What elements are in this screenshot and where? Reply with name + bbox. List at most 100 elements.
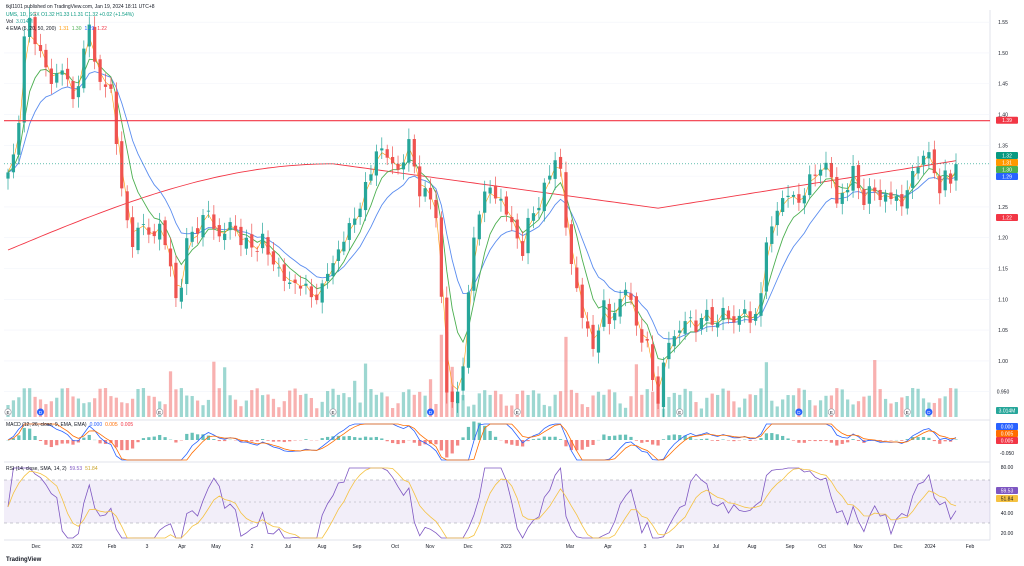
volume-bar [147, 395, 151, 417]
volume-bar [651, 391, 655, 417]
candle-body [369, 174, 373, 181]
macd-histogram-bar [374, 436, 378, 440]
candle-body [786, 195, 790, 197]
volume-bar [65, 388, 70, 417]
volume-bar [586, 407, 590, 417]
candle-body [515, 219, 519, 239]
volume-bar [770, 400, 774, 417]
candle-body [147, 227, 151, 235]
event-marker [903, 408, 911, 416]
candle-body [418, 166, 422, 197]
volume-bar [22, 388, 26, 417]
volume-bar [325, 391, 330, 417]
volume-bar [862, 396, 866, 417]
volume-bar [900, 397, 904, 417]
volume-bar [905, 396, 909, 417]
event-marker-label: E [6, 410, 9, 415]
candle-body [28, 17, 32, 38]
macd-pane[interactable] [6, 421, 958, 461]
candle-body [851, 165, 855, 191]
volume-bar [412, 394, 416, 417]
candle-body [163, 220, 167, 246]
macd-histogram-bar [905, 439, 909, 440]
macd-tag-label: 0.005 [1001, 439, 1014, 445]
candle-body [911, 171, 915, 188]
time-tick-label: Mar [566, 544, 575, 550]
volume-bar [493, 390, 498, 417]
volume-bar [613, 392, 617, 417]
event-marker-label: D [797, 410, 801, 415]
candle-body [304, 283, 308, 286]
candlesticks[interactable] [6, 7, 958, 418]
candle-body [927, 152, 931, 159]
macd-histogram-bar [325, 436, 330, 440]
candle-body [266, 237, 270, 255]
candle-body [98, 59, 102, 82]
time-axis[interactable]: Dec 2022 Feb 3 Apr May 2 Jul Aug Sep Oct Nov Dec 2023… [32, 544, 975, 550]
volume-bar [894, 402, 899, 417]
candle-body [233, 225, 238, 231]
candle-body [76, 86, 81, 98]
macd-histogram-bar [71, 440, 75, 445]
candle-body [331, 263, 335, 277]
tradingview-logo: TradingView [6, 557, 42, 563]
candle-body [894, 196, 899, 201]
volume-bar [174, 389, 178, 417]
candle-body [883, 194, 888, 202]
volume-bar [44, 404, 48, 417]
macd-histogram-bar [266, 440, 270, 441]
candle-body [185, 238, 189, 285]
volume-bar [521, 390, 525, 417]
candle-body [483, 191, 487, 213]
candle-body [461, 366, 465, 391]
macd-histogram-bar [250, 440, 254, 442]
macd-histogram-bar [775, 434, 779, 440]
ema200-path [7, 160, 957, 251]
volume-bar [678, 394, 682, 417]
candle-body [298, 285, 303, 289]
candle-body [152, 231, 156, 237]
macd-histogram-bar [824, 440, 828, 441]
candle-body [6, 172, 10, 179]
candle-body [93, 26, 97, 62]
candle-body [136, 227, 140, 251]
macd-histogram-bar [472, 421, 476, 440]
candle-body [531, 213, 536, 221]
time-tick-label: Nov [426, 544, 435, 550]
price-tick-label: 1.40 [998, 113, 1008, 119]
volume-bar [195, 400, 200, 417]
price-tick-label: 1.05 [998, 328, 1008, 334]
candle-body [71, 81, 75, 100]
time-tick-label: 3 [146, 544, 149, 550]
candle-body [499, 198, 503, 201]
candle-body [634, 296, 639, 326]
candle-body [353, 218, 357, 225]
candle-body [591, 324, 595, 349]
volume-bar [223, 367, 227, 417]
macd-histogram-bar [456, 440, 460, 446]
candle-body [905, 190, 909, 209]
macd-histogram-bar [938, 440, 942, 444]
time-tick-label: 2024 [924, 544, 935, 550]
volume-bar [201, 405, 205, 417]
volume-bar [781, 399, 785, 417]
volume-bar [418, 391, 422, 417]
macd-histogram-bar [55, 440, 59, 446]
macd-histogram-bar [423, 440, 427, 445]
macd-histogram-bar [716, 440, 720, 441]
candle-body [753, 314, 758, 321]
price-tag-label: 1.29 [1002, 175, 1012, 181]
macd-histogram-bar [510, 440, 514, 445]
price-tick-label: 1.10 [998, 297, 1008, 303]
price-axis[interactable]: 1.55 1.50 1.45 1.40 1.35 1.30 1.25 1.20 1.15 1.10… [996, 20, 1018, 537]
rsi-pane[interactable] [7, 466, 957, 539]
macd-histogram-bar [613, 435, 617, 440]
candle-body [488, 187, 492, 194]
volume-bar [266, 394, 270, 417]
price-tick-label: 1.25 [998, 205, 1008, 211]
price-tick-label: 0.950 [997, 390, 1010, 396]
candle-body [873, 187, 877, 192]
macd-histogram-bar [17, 435, 21, 440]
